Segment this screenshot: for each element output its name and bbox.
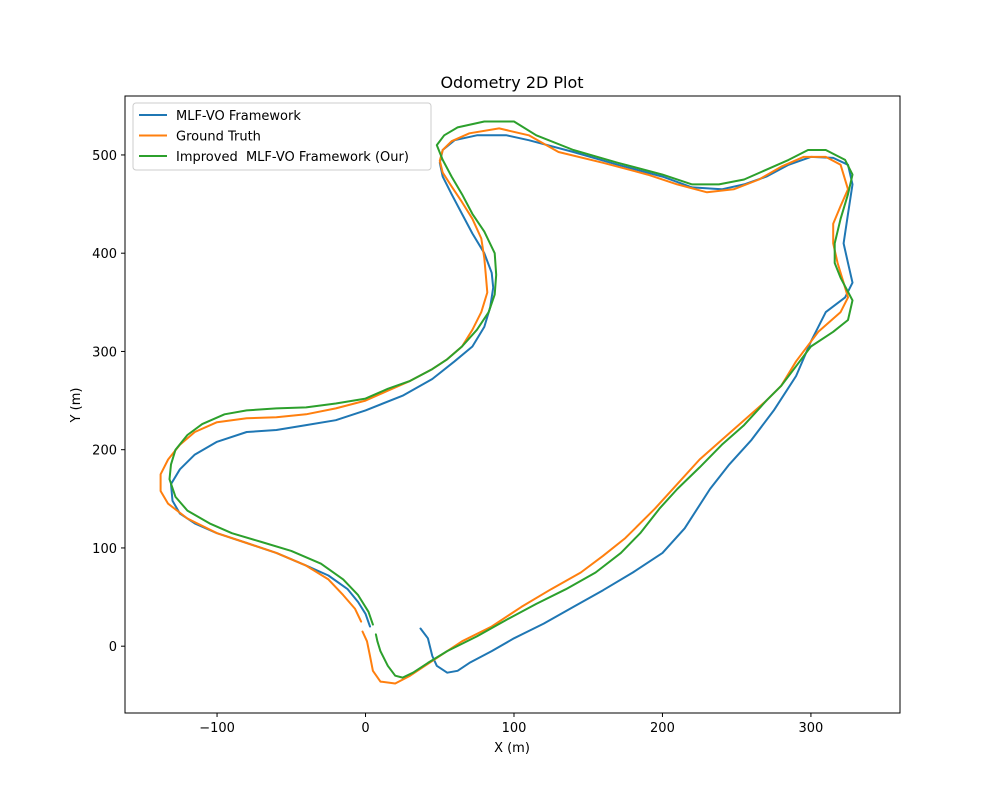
x-tick-label: 0 [361,721,369,736]
y-axis-ticks: 0 100 200 300 400 500 [92,149,125,655]
legend-label-1: Ground Truth [176,130,261,145]
y-tick-label: 100 [92,542,117,557]
x-axis-label: X (m) [494,741,530,756]
x-tick-label: 300 [799,721,824,736]
series-line-2 [168,120,854,679]
y-tick-label: 300 [92,345,117,360]
legend-label-0: MLF-VO Framework [176,109,301,124]
legend: MLF-VO Framework Ground Truth Improved MLF… [132,102,432,171]
y-tick-label: 500 [92,149,117,164]
y-tick-label: 0 [109,640,117,655]
legend-label-2: Improved MLF-VO Framework (Our) [176,150,409,165]
plot-frame [124,95,901,714]
x-axis-ticks: −100 0 100 200 300 [199,713,823,736]
x-tick-label: −100 [199,721,235,736]
legend-box [132,102,432,171]
y-axis-label: Y (m) [69,388,84,424]
x-tick-label: 100 [502,721,527,736]
series-line-1 [159,127,849,685]
y-tick-label: 400 [92,247,117,262]
x-tick-label: 200 [650,721,675,736]
series-layer [159,120,854,685]
series-line-0 [170,134,854,674]
y-tick-label: 200 [92,444,117,459]
chart-title: Odometry 2D Plot [440,73,583,92]
